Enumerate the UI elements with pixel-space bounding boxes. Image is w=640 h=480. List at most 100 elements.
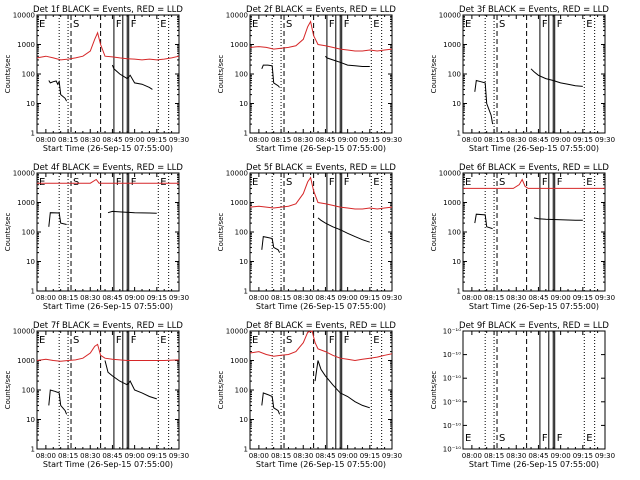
y-axis-label: Counts/sec: [4, 371, 12, 410]
x-tick-label: 08:45: [528, 452, 548, 460]
panel-2: Det 2f BLACK = Events, RED = LLD E S F F E 08:…: [217, 5, 402, 153]
events-series-line: [261, 392, 281, 415]
y-tick-label: 1: [31, 130, 35, 138]
y-tick-label: 100: [22, 71, 35, 79]
event-marker-label: E: [160, 335, 166, 346]
x-tick-label: 09:30: [382, 294, 402, 302]
event-marker-label: S: [73, 177, 79, 188]
events-series-line: [314, 360, 370, 409]
y-tick-label: 100: [235, 71, 248, 79]
plot-frame: [462, 14, 606, 134]
x-tick-label: 09:15: [147, 452, 167, 460]
events-series-line: [530, 68, 583, 87]
events-series-line: [107, 210, 157, 214]
x-axis-label: Start Time (26-Sep-15 07:55:00): [469, 460, 599, 469]
y-axis-label: Counts/sec: [4, 55, 12, 94]
x-tick-label: 09:30: [595, 294, 615, 302]
event-marker-label: E: [39, 177, 45, 188]
panel-title: Det 2f BLACK = Events, RED = LLD: [246, 5, 396, 15]
event-marker-label: F: [131, 19, 137, 30]
event-marker-label: S: [286, 177, 292, 188]
y-tick-label: 1000: [17, 199, 35, 207]
y-tick-label: 1: [244, 288, 248, 296]
y-tick-label: 10000: [226, 328, 248, 336]
y-tick-label: 100: [235, 387, 248, 395]
plot-frame: [249, 14, 393, 134]
event-marker-label: F: [329, 19, 335, 30]
y-tick-label: 10000: [439, 170, 461, 178]
y-tick-label: 1: [244, 446, 248, 454]
y-tick-label: 10000: [226, 12, 248, 20]
event-marker-label: F: [557, 177, 563, 188]
y-tick-label: 1000: [443, 199, 461, 207]
x-tick-label: 09:30: [169, 452, 189, 460]
y-tick-label: 100: [235, 229, 248, 237]
x-tick-label: 08:30: [293, 452, 313, 460]
event-marker-label: E: [373, 19, 379, 30]
x-tick-label: 09:15: [147, 136, 167, 144]
y-tick-label: 1: [457, 130, 461, 138]
y-tick-label: 1000: [17, 41, 35, 49]
y-tick-label: 10⁻¹⁰: [443, 375, 461, 383]
event-marker-label: F: [542, 19, 548, 30]
events-series-line: [325, 55, 370, 67]
x-tick-label: 08:15: [58, 294, 78, 302]
plot-frame: [462, 172, 606, 292]
y-tick-label: 10⁻¹⁰: [443, 446, 461, 454]
event-marker-label: F: [557, 19, 563, 30]
x-tick-label: 09:30: [595, 136, 615, 144]
x-tick-label: 08:30: [80, 136, 100, 144]
x-tick-label: 09:00: [551, 452, 571, 460]
events-series-line: [474, 213, 493, 230]
x-tick-label: 09:15: [360, 136, 380, 144]
x-axis-label: Start Time (26-Sep-15 07:55:00): [43, 460, 173, 469]
y-tick-label: 100: [448, 71, 461, 79]
y-tick-label: 1: [31, 446, 35, 454]
event-marker-label: F: [116, 177, 122, 188]
x-tick-label: 08:00: [36, 452, 56, 460]
x-tick-label: 08:30: [293, 294, 313, 302]
x-tick-label: 08:45: [315, 294, 335, 302]
x-tick-label: 09:00: [551, 136, 571, 144]
y-tick-label: 10: [452, 258, 461, 266]
event-marker-label: F: [344, 335, 350, 346]
panel-title: Det 1f BLACK = Events, RED = LLD: [33, 5, 183, 15]
event-marker-label: F: [329, 177, 335, 188]
event-marker-label: E: [465, 433, 471, 444]
events-series-line: [48, 389, 68, 415]
panel-title: Det 3f BLACK = Events, RED = LLD: [459, 5, 609, 15]
x-tick-label: 09:15: [147, 294, 167, 302]
panel-4: Det 4f BLACK = Events, RED = LLD E S F F E 08:…: [4, 163, 189, 311]
y-tick-label: 10000: [13, 328, 35, 336]
panel-title: Det 8f BLACK = Events, RED = LLD: [246, 321, 396, 331]
event-marker-label: E: [252, 335, 258, 346]
y-tick-label: 1000: [230, 357, 248, 365]
x-tick-label: 08:15: [484, 136, 504, 144]
x-tick-label: 08:45: [528, 136, 548, 144]
event-marker-label: S: [499, 433, 505, 444]
event-marker-label: F: [344, 19, 350, 30]
y-tick-label: 1: [457, 288, 461, 296]
y-tick-label: 100: [448, 229, 461, 237]
panel-3: Det 3f BLACK = Events, RED = LLD E S F F E 08:…: [430, 5, 615, 153]
event-marker-label: E: [586, 19, 592, 30]
event-marker-label: S: [73, 335, 79, 346]
x-axis-label: Start Time (26-Sep-15 07:55:00): [43, 302, 173, 311]
event-marker-label: E: [252, 177, 258, 188]
y-tick-label: 1000: [230, 41, 248, 49]
panel-7: Det 7f BLACK = Events, RED = LLD E S F F E 08:…: [4, 321, 189, 469]
event-marker-label: F: [329, 335, 335, 346]
x-tick-label: 08:45: [315, 136, 335, 144]
panel-title: Det 6f BLACK = Events, RED = LLD: [459, 163, 609, 173]
x-tick-label: 09:00: [338, 294, 358, 302]
y-tick-label: 10: [26, 100, 35, 108]
x-tick-label: 08:15: [484, 294, 504, 302]
x-tick-label: 09:00: [125, 294, 145, 302]
y-tick-label: 10⁻¹⁰: [443, 422, 461, 430]
x-tick-label: 08:15: [271, 452, 291, 460]
y-tick-label: 10000: [13, 12, 35, 20]
y-tick-label: 1000: [230, 199, 248, 207]
event-marker-label: E: [39, 335, 45, 346]
lld-series-line: [249, 330, 393, 362]
y-tick-label: 10⁻¹⁰: [443, 398, 461, 406]
